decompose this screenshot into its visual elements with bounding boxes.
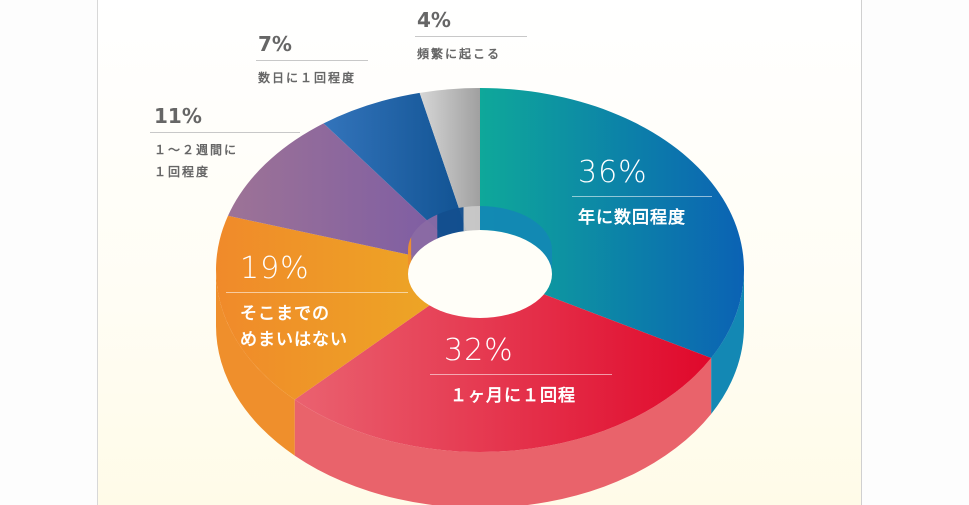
slice-category: 頻繁に起こる xyxy=(417,47,502,61)
slice-category-line2: めまいはない xyxy=(240,330,348,350)
label-divider xyxy=(256,60,368,61)
slice-category: 数日に１回程度 xyxy=(258,71,357,85)
label-divider xyxy=(226,292,408,293)
donut-hole-opening xyxy=(408,230,552,318)
slice-inner-wall-36 xyxy=(480,206,552,274)
slice-label-11: 11% １～２週間に １回程度 xyxy=(150,104,300,183)
slice-percent: 19% xyxy=(240,251,310,286)
label-divider xyxy=(415,36,527,37)
chart-extrusion-sides xyxy=(216,270,744,505)
slice-percent: 36% xyxy=(578,155,648,190)
donut-hole xyxy=(408,206,552,318)
slice-inner-wall-7 xyxy=(437,207,464,239)
slice-side-19 xyxy=(216,270,295,456)
slice-side-36 xyxy=(711,270,744,414)
slice-percent: 7% xyxy=(258,32,292,56)
slice-percent: 32% xyxy=(444,333,514,368)
slice-label-36: 36% 年に数回程度 xyxy=(572,156,712,231)
slice-percent: 4% xyxy=(417,8,451,32)
label-divider xyxy=(430,374,612,375)
label-divider xyxy=(150,132,300,133)
label-divider xyxy=(572,196,712,197)
slice-category: １ヶ月に１回程 xyxy=(450,386,576,406)
slice-inner-wall-11 xyxy=(411,214,438,261)
slice-inner-wall-19 xyxy=(408,236,412,274)
slice-percent: 11% xyxy=(154,104,202,128)
slice-category: １～２週間に xyxy=(154,143,239,157)
slice-category: 年に数回程度 xyxy=(578,208,686,228)
slice-category-line2: １回程度 xyxy=(154,165,211,179)
slice-label-19: 19% そこまでの めまいはない xyxy=(226,252,408,353)
slice-label-7: 7% 数日に１回程度 xyxy=(256,32,368,89)
slice-label-4: 4% 頻繁に起こる xyxy=(415,8,527,65)
slice-inner-wall-4 xyxy=(463,206,480,232)
slice-top-32 xyxy=(294,270,712,452)
slice-side-32 xyxy=(294,357,712,505)
slice-label-32: 32% １ヶ月に１回程 xyxy=(430,334,612,409)
slice-category: そこまでの xyxy=(240,304,330,324)
